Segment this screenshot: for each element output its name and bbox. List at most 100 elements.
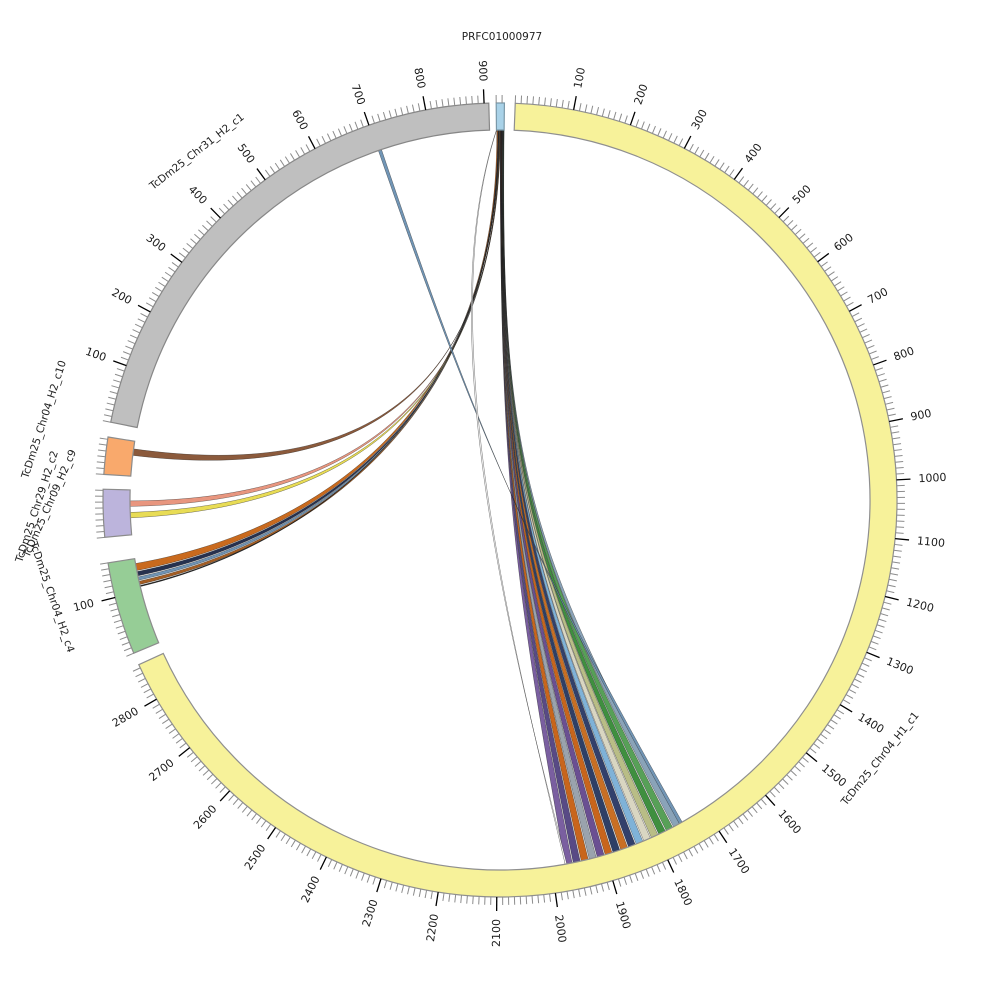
minor-tick: [526, 95, 529, 104]
minor-tick: [117, 630, 126, 635]
tick-label: 900: [909, 407, 932, 424]
minor-tick: [190, 238, 197, 245]
minor-tick: [892, 437, 901, 440]
minor-tick: [786, 220, 794, 227]
tick-label: 200: [109, 286, 134, 307]
minor-tick: [673, 135, 678, 144]
minor-tick: [241, 187, 248, 195]
minor-tick: [96, 536, 105, 539]
minor-tick: [260, 820, 267, 828]
minor-tick: [354, 121, 359, 130]
major-tick: [482, 89, 485, 104]
minor-tick: [769, 790, 776, 798]
minor-tick: [896, 472, 905, 475]
minor-tick: [798, 233, 806, 240]
minor-tick: [108, 396, 117, 400]
minor-tick: [256, 816, 262, 824]
minor-tick: [453, 97, 456, 106]
tick-label: 400: [742, 141, 765, 166]
minor-tick: [194, 233, 201, 240]
minor-tick: [332, 130, 337, 139]
minor-tick: [338, 864, 343, 872]
major-tick: [765, 794, 776, 806]
minor-tick: [265, 823, 272, 831]
minor-tick: [103, 414, 112, 417]
major-tick: [718, 830, 728, 844]
minor-tick: [198, 229, 205, 236]
minor-tick: [761, 195, 768, 202]
minor-tick: [172, 733, 180, 739]
minor-tick: [583, 887, 587, 896]
minor-tick: [337, 128, 343, 137]
minor-tick: [145, 302, 154, 308]
minor-tick: [459, 96, 462, 106]
minor-tick: [98, 449, 107, 452]
minor-tick: [237, 802, 244, 809]
minor-tick: [555, 99, 558, 108]
minor-tick: [471, 95, 473, 105]
minor-tick: [848, 688, 857, 694]
tick-label: 800: [892, 344, 916, 363]
minor-tick: [859, 328, 868, 333]
minor-tick: [728, 824, 734, 832]
minor-tick: [794, 228, 802, 235]
minor-tick: [846, 301, 854, 307]
minor-tick: [830, 276, 839, 282]
minor-tick: [394, 108, 398, 117]
tick-label: 700: [349, 83, 368, 107]
minor-tick: [895, 532, 904, 534]
major-tick: [170, 253, 183, 263]
major-tick: [319, 856, 327, 870]
minor-tick: [816, 738, 824, 745]
minor-tick: [326, 133, 332, 142]
minor-tick: [290, 153, 295, 161]
minor-tick: [125, 345, 133, 350]
minor-tick: [790, 770, 797, 777]
minor-tick: [646, 123, 651, 132]
minor-tick: [843, 296, 851, 302]
minor-tick: [525, 896, 528, 905]
tick-label: 200: [632, 82, 651, 106]
minor-tick: [300, 147, 306, 155]
tick-label: 600: [289, 108, 310, 133]
minor-tick: [802, 756, 809, 763]
minor-tick: [773, 786, 781, 794]
minor-tick: [634, 873, 639, 881]
minor-tick: [861, 662, 870, 667]
minor-tick: [877, 373, 885, 377]
minor-tick: [98, 443, 107, 446]
minor-tick: [704, 152, 710, 161]
minor-tick: [629, 875, 633, 883]
minor-tick: [155, 708, 163, 714]
minor-tick: [232, 798, 239, 805]
minor-tick: [892, 555, 902, 558]
minor-tick: [830, 719, 838, 725]
minor-tick: [210, 778, 218, 785]
tick-label: 1300: [884, 655, 915, 678]
minor-tick: [693, 846, 699, 854]
major-tick: [848, 304, 862, 312]
minor-tick: [878, 618, 887, 623]
minor-tick: [662, 130, 667, 139]
minor-tick: [274, 162, 281, 171]
minor-tick: [137, 318, 146, 323]
tick-label: 100: [84, 345, 108, 364]
major-tick: [572, 96, 577, 111]
minor-tick: [874, 629, 883, 634]
tick-label: 2800: [110, 705, 141, 730]
minor-tick: [382, 111, 387, 120]
major-tick: [895, 537, 910, 541]
minor-tick: [295, 150, 301, 158]
minor-tick: [645, 868, 650, 877]
major-tick: [889, 418, 904, 423]
major-tick: [307, 136, 316, 150]
minor-tick: [737, 817, 744, 825]
minor-tick: [126, 652, 134, 657]
segment-band-green: [107, 557, 160, 654]
minor-tick: [890, 573, 899, 576]
minor-tick: [708, 837, 714, 845]
minor-tick: [448, 893, 451, 902]
minor-tick: [344, 866, 349, 875]
